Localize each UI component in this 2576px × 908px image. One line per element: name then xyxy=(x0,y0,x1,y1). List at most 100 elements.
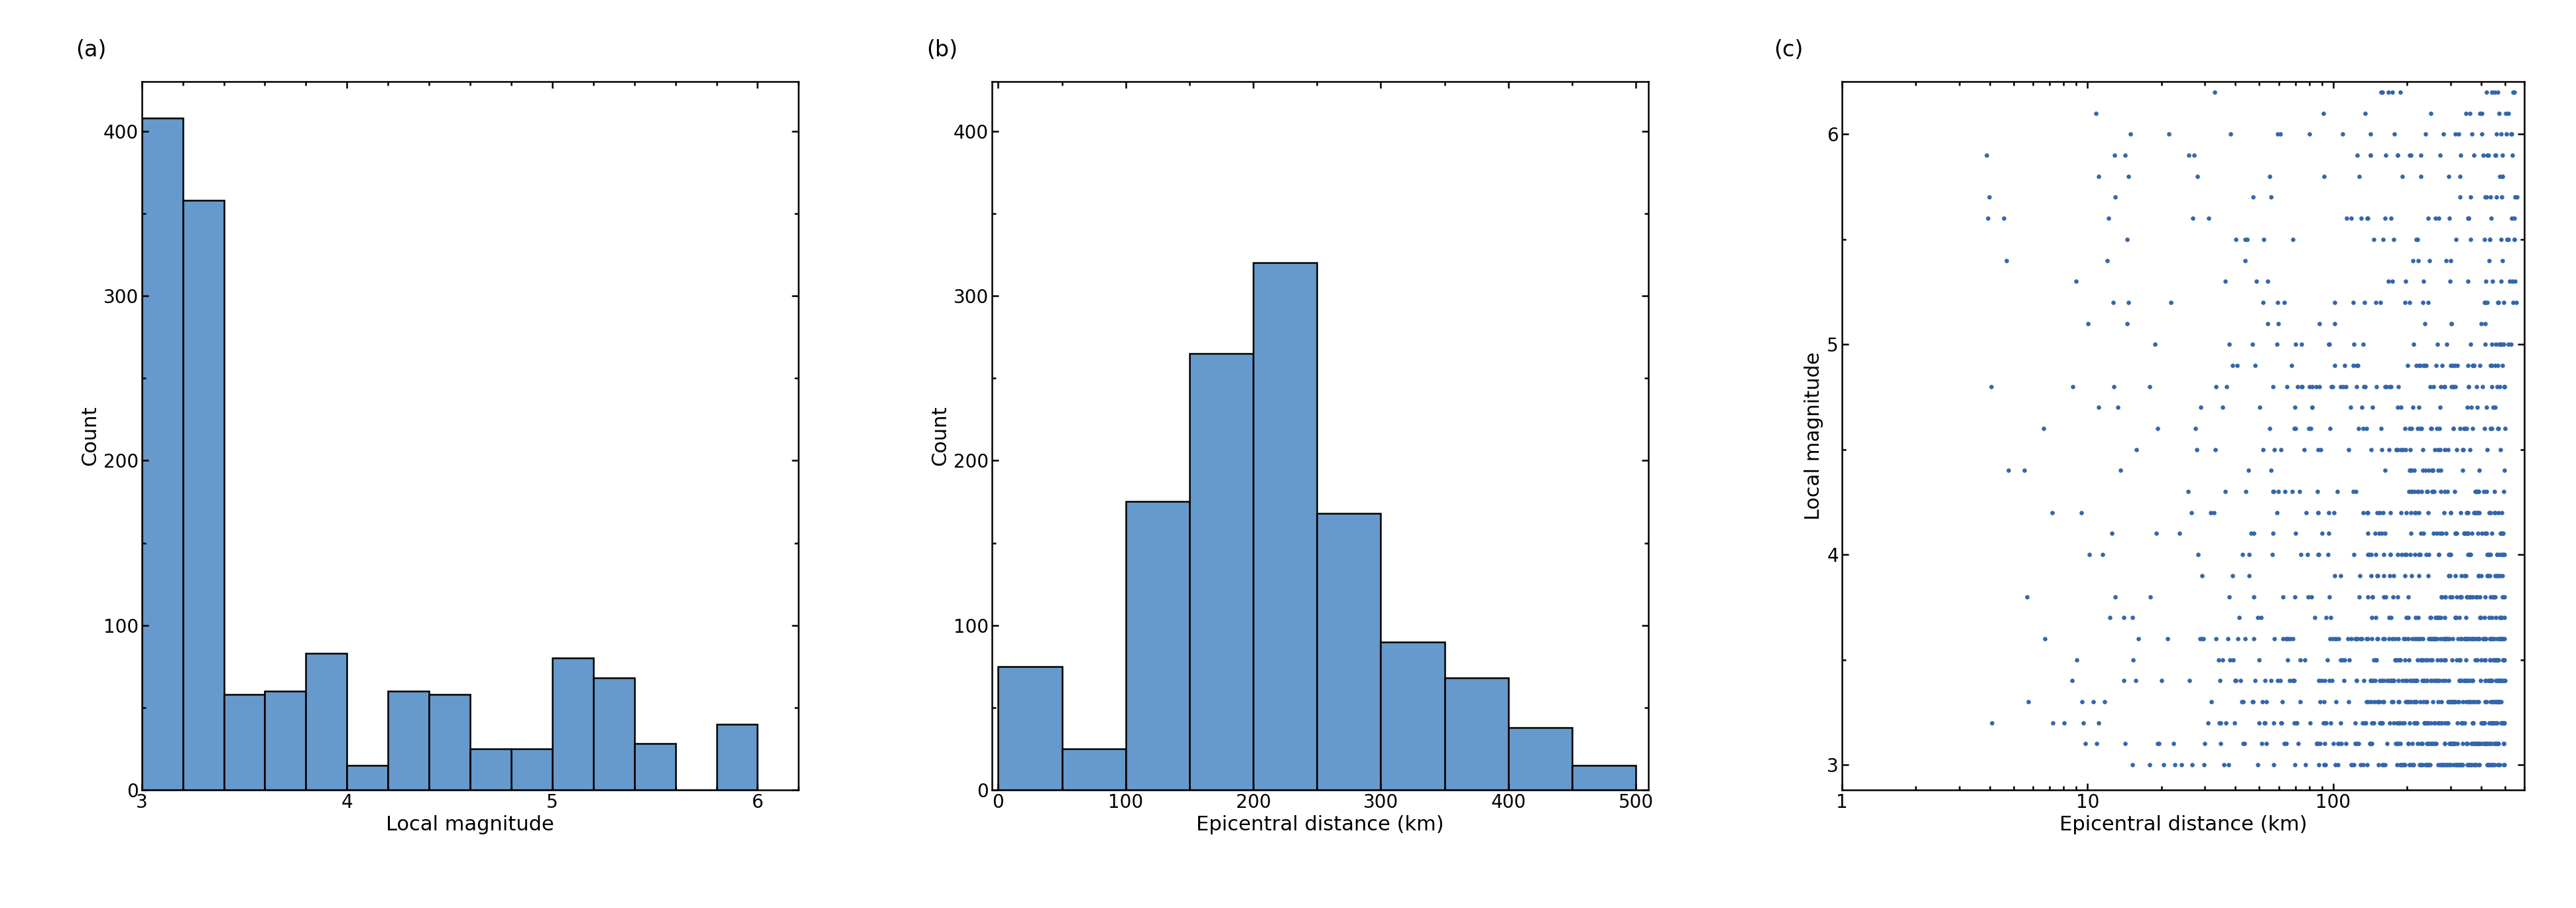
Point xyxy=(2452,127,2494,142)
Point xyxy=(2452,716,2494,730)
Point xyxy=(2478,295,2519,310)
Point xyxy=(2303,674,2344,688)
Point xyxy=(2298,736,2339,751)
Point xyxy=(2460,127,2501,142)
Point xyxy=(2465,295,2506,310)
Point xyxy=(2409,736,2450,751)
Point xyxy=(2233,695,2275,709)
Point xyxy=(2354,380,2396,394)
Point xyxy=(2061,695,2102,709)
Point xyxy=(2450,337,2491,351)
Point xyxy=(2313,631,2354,646)
Point xyxy=(2445,527,2486,541)
Point xyxy=(2465,274,2506,289)
Point xyxy=(2483,757,2524,772)
Point xyxy=(2432,757,2473,772)
Point xyxy=(2401,736,2442,751)
Point xyxy=(2483,548,2524,562)
Point xyxy=(2393,757,2434,772)
Point xyxy=(2336,674,2378,688)
Point xyxy=(2458,568,2499,583)
Point xyxy=(2458,631,2499,646)
Point xyxy=(2215,674,2257,688)
Point xyxy=(2478,380,2519,394)
Point xyxy=(2107,316,2148,331)
Point xyxy=(2398,505,2439,519)
Point xyxy=(2483,380,2524,394)
Point xyxy=(2362,548,2403,562)
Point xyxy=(2414,631,2455,646)
Point xyxy=(2481,169,2522,183)
Point xyxy=(2378,674,2419,688)
Point xyxy=(2277,380,2318,394)
Point xyxy=(2403,674,2445,688)
Point xyxy=(2290,589,2331,604)
Point xyxy=(2239,716,2280,730)
Point xyxy=(2385,442,2427,457)
Point xyxy=(2442,716,2483,730)
Point xyxy=(2107,295,2148,310)
Bar xyxy=(551,658,592,790)
Point xyxy=(2481,589,2522,604)
Point xyxy=(2470,568,2512,583)
Point xyxy=(2069,548,2110,562)
Point xyxy=(2311,380,2352,394)
Point xyxy=(2184,736,2226,751)
Point xyxy=(2432,695,2473,709)
Point xyxy=(2298,316,2339,331)
Point xyxy=(2416,674,2458,688)
Point xyxy=(2388,652,2429,666)
Point xyxy=(2463,716,2504,730)
Bar xyxy=(389,691,430,790)
Point xyxy=(2458,736,2499,751)
Point xyxy=(2365,380,2406,394)
Point xyxy=(2427,695,2468,709)
Point xyxy=(2375,736,2416,751)
Point xyxy=(2458,736,2499,751)
Point xyxy=(2401,652,2442,666)
Point xyxy=(2465,716,2506,730)
Bar xyxy=(510,749,551,790)
Point xyxy=(2352,400,2393,415)
Point xyxy=(2136,527,2177,541)
Point xyxy=(2187,716,2228,730)
Point xyxy=(2174,421,2215,436)
Point xyxy=(2357,695,2398,709)
Point xyxy=(2246,316,2287,331)
Point xyxy=(2483,589,2524,604)
Point xyxy=(2347,211,2388,225)
Point xyxy=(2476,736,2517,751)
Point xyxy=(2429,169,2470,183)
Point xyxy=(2437,652,2478,666)
Point xyxy=(2481,610,2522,625)
Point xyxy=(2362,442,2403,457)
Point xyxy=(2432,380,2473,394)
Point xyxy=(2465,695,2506,709)
Point xyxy=(2439,757,2481,772)
Point xyxy=(2478,695,2519,709)
Point xyxy=(2419,652,2460,666)
Point xyxy=(2483,652,2524,666)
Point xyxy=(2468,674,2509,688)
Point xyxy=(2452,674,2494,688)
Point xyxy=(2303,716,2344,730)
Point xyxy=(2063,716,2105,730)
Point xyxy=(2460,736,2501,751)
Point xyxy=(2476,695,2517,709)
Point xyxy=(2463,652,2504,666)
Point xyxy=(2290,380,2331,394)
Point xyxy=(2439,568,2481,583)
Point xyxy=(2416,631,2458,646)
Point xyxy=(2416,421,2458,436)
Point xyxy=(2360,421,2401,436)
Point xyxy=(2331,400,2372,415)
Point xyxy=(2419,674,2460,688)
Point xyxy=(2427,674,2468,688)
Point xyxy=(2427,484,2468,498)
Point xyxy=(2434,736,2476,751)
Point xyxy=(2190,695,2231,709)
Point xyxy=(2393,505,2434,519)
Point xyxy=(2476,674,2517,688)
Point xyxy=(2393,695,2434,709)
Point xyxy=(2483,652,2524,666)
